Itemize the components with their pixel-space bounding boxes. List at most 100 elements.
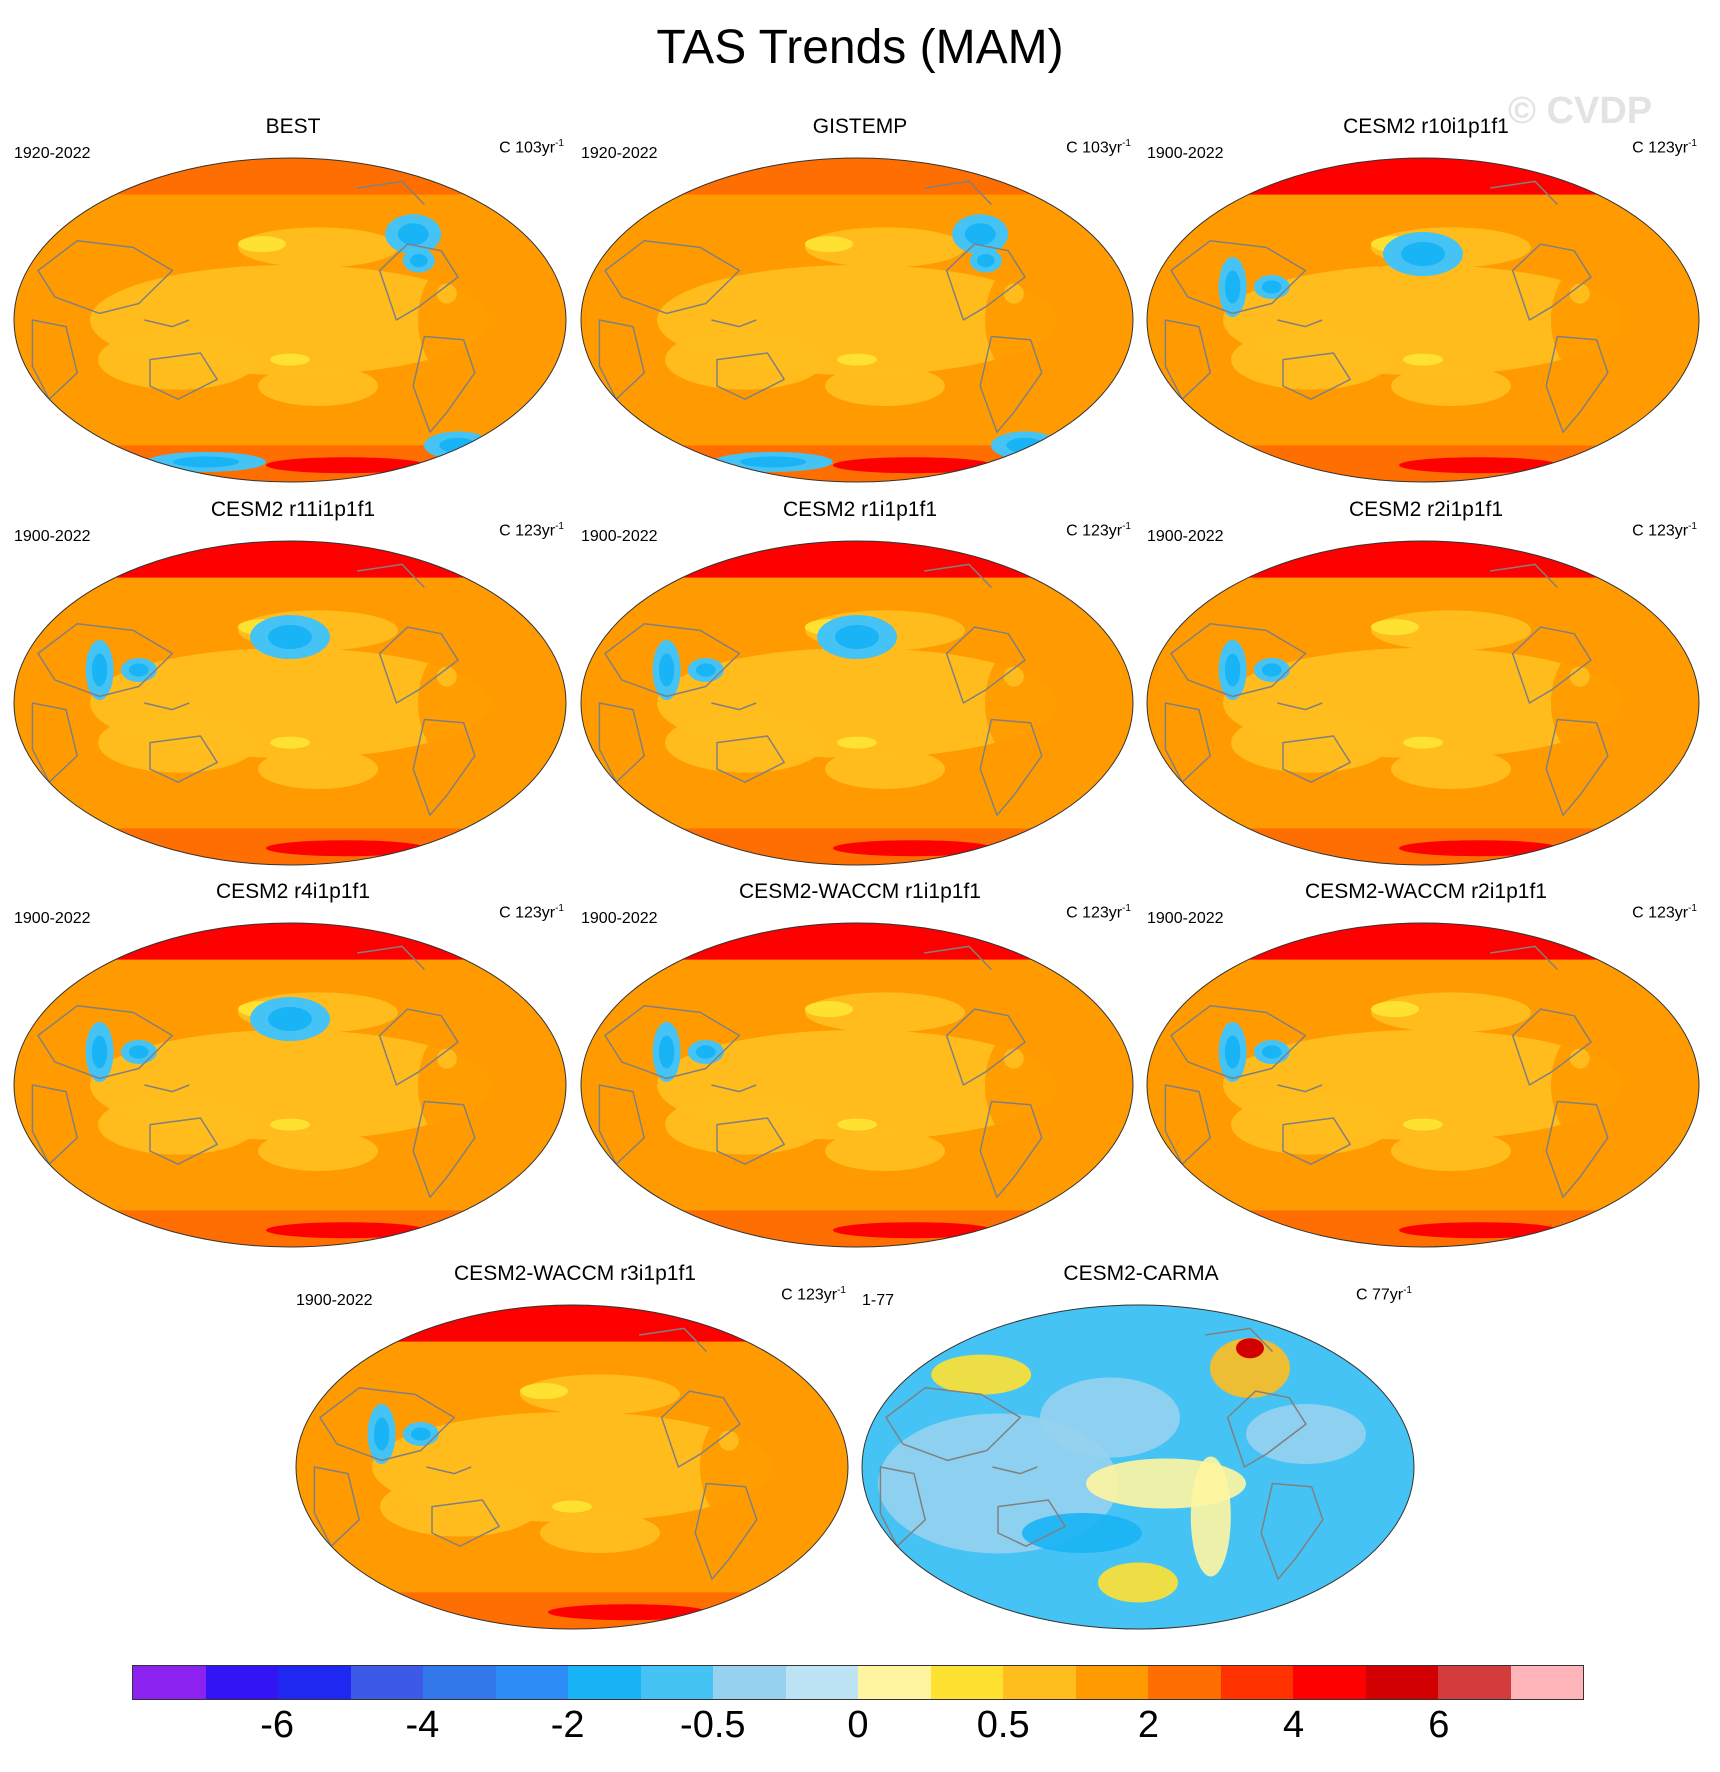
colorbar-tick-label: 0.5 bbox=[976, 1704, 1030, 1746]
map-svg bbox=[1146, 922, 1700, 1248]
panel-title: CESM2 r11i1p1f1 bbox=[210, 498, 376, 521]
units-label: C 103yr bbox=[1066, 139, 1123, 157]
panel-units: C 123yr-1 bbox=[1632, 521, 1697, 540]
units-label: C 77yr bbox=[1355, 1286, 1404, 1304]
colorbar-swatch bbox=[350, 1666, 423, 1699]
coastlines bbox=[31, 563, 476, 816]
coastlines bbox=[598, 563, 1043, 816]
units-label: C 123yr bbox=[1632, 904, 1689, 922]
panel-title: CESM2 r4i1p1f1 bbox=[215, 880, 371, 903]
colorbar-swatch bbox=[713, 1666, 786, 1699]
panel-units: C 123yr-1 bbox=[1066, 903, 1131, 922]
map-panel: GISTEMP 1920-2022 C 103yr-1 bbox=[577, 115, 1143, 485]
panel-units: C 123yr-1 bbox=[1632, 138, 1697, 157]
units-exponent: -1 bbox=[555, 138, 564, 149]
map-panel: CESM2 r11i1p1f1 1900-2022 C 123yr-1 bbox=[10, 498, 576, 868]
panel-period: 1900-2022 bbox=[14, 528, 91, 545]
coastlines bbox=[1164, 563, 1609, 816]
panel-title: CESM2-WACCM r1i1p1f1 bbox=[739, 880, 981, 903]
colorbar-tick-label: -0.5 bbox=[680, 1704, 746, 1746]
panel-period: 1900-2022 bbox=[1147, 910, 1224, 927]
panel-period: 1900-2022 bbox=[1147, 528, 1224, 545]
panel-period: 1900-2022 bbox=[1147, 145, 1224, 162]
colorbar-swatch bbox=[640, 1666, 713, 1699]
colorbar-tick-label: -2 bbox=[550, 1704, 585, 1746]
map-panel: CESM2-CARMA 1-77 C 77yr-1 bbox=[858, 1262, 1424, 1632]
panel-units: C 123yr-1 bbox=[1066, 521, 1131, 540]
map-svg bbox=[1146, 157, 1700, 483]
panel-title: CESM2 r10i1p1f1 bbox=[1343, 115, 1509, 138]
map-svg bbox=[580, 157, 1134, 483]
panel-period: 1-77 bbox=[862, 1292, 895, 1309]
colorbar-tick-label: -4 bbox=[405, 1704, 440, 1746]
map-panel: BEST 1920-2022 C 103yr-1 bbox=[10, 115, 576, 485]
panel-units: C 123yr-1 bbox=[1632, 903, 1697, 922]
panel-units: C 103yr-1 bbox=[499, 138, 564, 157]
panel-period: 1900-2022 bbox=[581, 528, 658, 545]
panel-units: C 123yr-1 bbox=[499, 521, 564, 540]
units-label: C 123yr bbox=[1632, 522, 1689, 540]
map-panel: CESM2 r10i1p1f1 1900-2022 C 123yr-1 bbox=[1143, 115, 1709, 485]
figure-title: TAS Trends (MAM) bbox=[656, 21, 1064, 74]
units-exponent: -1 bbox=[1122, 903, 1131, 914]
colorbar-tick-label: -6 bbox=[260, 1704, 295, 1746]
colorbar-swatch bbox=[495, 1666, 568, 1699]
units-exponent: -1 bbox=[1688, 521, 1697, 532]
map-panel: CESM2-WACCM r3i1p1f1 1900-2022 C 123yr-1 bbox=[292, 1262, 858, 1632]
panel-period: 1900-2022 bbox=[296, 1292, 373, 1309]
colorbar-tick-label: 0 bbox=[847, 1704, 869, 1746]
units-label: C 103yr bbox=[499, 139, 556, 157]
units-exponent: -1 bbox=[1122, 521, 1131, 532]
coastlines bbox=[31, 945, 476, 1198]
colorbar-swatch bbox=[1293, 1666, 1366, 1699]
panel-title: BEST bbox=[265, 115, 321, 138]
colorbar-swatch bbox=[930, 1666, 1003, 1699]
panel-units: C 123yr-1 bbox=[781, 1285, 846, 1304]
panel-period: 1900-2022 bbox=[581, 910, 658, 927]
panel-units: C 123yr-1 bbox=[499, 903, 564, 922]
map-panel: CESM2 r4i1p1f1 1900-2022 C 123yr-1 bbox=[10, 880, 576, 1250]
colorbar-tick-label: 6 bbox=[1428, 1704, 1450, 1746]
units-exponent: -1 bbox=[1688, 138, 1697, 149]
colorbar bbox=[132, 1665, 1584, 1700]
colorbar-swatch bbox=[785, 1666, 858, 1699]
units-exponent: -1 bbox=[555, 521, 564, 532]
coastlines bbox=[1164, 180, 1609, 433]
map-svg bbox=[13, 540, 567, 866]
map-panel: CESM2 r2i1p1f1 1900-2022 C 123yr-1 bbox=[1143, 498, 1709, 868]
panel-title: CESM2 r2i1p1f1 bbox=[1348, 498, 1504, 521]
watermark: © CVDP bbox=[1508, 90, 1653, 132]
units-exponent: -1 bbox=[1122, 138, 1131, 149]
panel-period: 1920-2022 bbox=[14, 145, 91, 162]
panel-title: CESM2-CARMA bbox=[1063, 1262, 1219, 1285]
panel-period: 1900-2022 bbox=[14, 910, 91, 927]
map-panel: CESM2-WACCM r2i1p1f1 1900-2022 C 123yr-1 bbox=[1143, 880, 1709, 1250]
units-exponent: -1 bbox=[555, 903, 564, 914]
coastlines bbox=[313, 1327, 758, 1580]
map-svg bbox=[1146, 540, 1700, 866]
colorbar-tick-label: 2 bbox=[1137, 1704, 1159, 1746]
units-label: C 123yr bbox=[499, 522, 556, 540]
coastlines bbox=[1164, 945, 1609, 1198]
map-panel: CESM2 r1i1p1f1 1900-2022 C 123yr-1 bbox=[577, 498, 1143, 868]
colorbar-swatch bbox=[1365, 1666, 1438, 1699]
coastlines bbox=[31, 180, 476, 433]
colorbar-swatch bbox=[205, 1666, 278, 1699]
colorbar-swatch bbox=[1438, 1666, 1511, 1699]
map-svg bbox=[295, 1304, 849, 1630]
units-exponent: -1 bbox=[1403, 1285, 1412, 1296]
panel-units: C 77yr-1 bbox=[1356, 1285, 1412, 1304]
map-svg bbox=[13, 157, 567, 483]
colorbar-swatch bbox=[1003, 1666, 1076, 1699]
colorbar-swatch bbox=[1220, 1666, 1293, 1699]
colorbar-swatch bbox=[568, 1666, 641, 1699]
panel-title: GISTEMP bbox=[812, 115, 908, 138]
panel-units: C 103yr-1 bbox=[1066, 138, 1131, 157]
colorbar-swatch bbox=[133, 1666, 206, 1699]
units-label: C 123yr bbox=[1066, 522, 1123, 540]
map-svg bbox=[580, 540, 1134, 866]
coastlines bbox=[598, 945, 1043, 1198]
colorbar-swatch bbox=[1075, 1666, 1148, 1699]
units-label: C 123yr bbox=[781, 1286, 838, 1304]
panel-period: 1920-2022 bbox=[581, 145, 658, 162]
